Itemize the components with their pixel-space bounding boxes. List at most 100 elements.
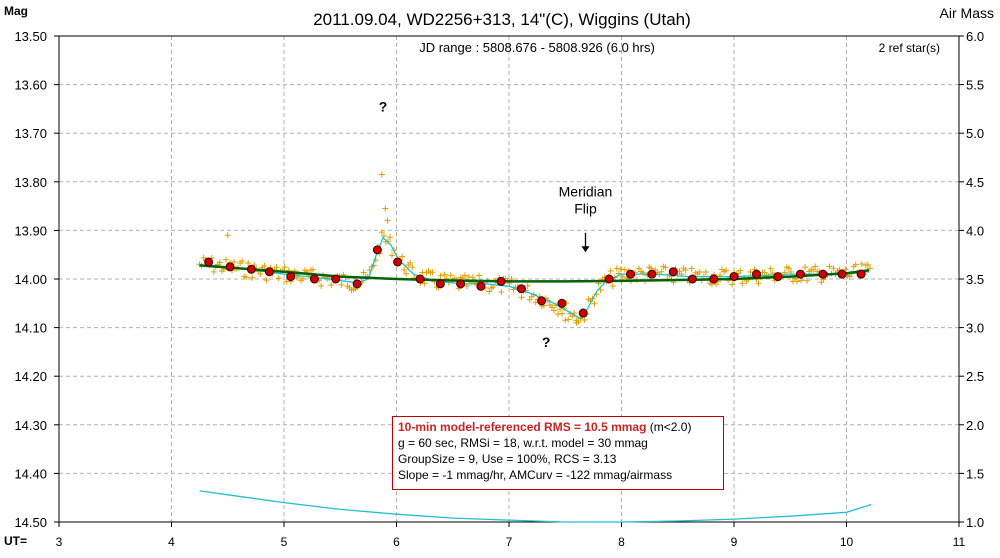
observation-point [386,234,393,241]
x-tick-label: 3 [56,535,63,549]
observation-point [864,261,871,268]
observation-point [257,271,264,278]
observation-point [275,275,282,282]
annotation-text: Meridian [559,183,613,199]
group-mean-point [687,274,697,284]
observation-point [804,277,811,284]
observation-point [263,277,270,284]
observation-point [476,272,483,279]
group-mean-point [393,257,403,267]
group-mean-point [578,308,588,318]
observation-point [273,264,280,271]
observation-point [389,252,395,259]
observation-point [682,266,689,273]
observation-point [785,265,792,272]
y2-tick-label: 6.0 [966,29,984,44]
y2-tick-label: 1.0 [966,515,984,530]
observation-point [562,317,569,324]
y2-tick-label: 3.5 [966,272,984,287]
group-mean-point [496,276,506,286]
observation-point [559,310,566,317]
observation-point [524,282,531,289]
observation-point [216,259,223,266]
observation-point [245,260,252,267]
observation-point [407,259,414,266]
y-tick-label: 14.30 [14,418,47,433]
observation-point [609,283,616,290]
x-tick-label: 9 [731,535,738,549]
y-tick-label: 13.60 [14,78,47,93]
stats-line-2: g = 60 sec, RMSi = 18, w.r.t. model = 30… [398,436,648,450]
observation-point [382,205,389,212]
observation-point [310,266,317,273]
group-mean-point [647,269,657,279]
observation-point [613,265,620,272]
meridian-flip-arrow-head [581,246,590,253]
x-tick-label: 11 [953,535,966,549]
group-mean-point [537,296,547,306]
model-line [199,264,870,283]
observation-point [224,232,231,239]
airmass-line [199,490,872,523]
ref-stars-label: 2 ref star(s) [879,41,940,55]
observation-point [498,288,505,295]
group-mean-point [837,269,847,279]
group-mean-point [752,269,761,279]
observation-point [249,274,256,281]
observation-point [548,304,555,311]
observation-point [231,258,238,265]
group-mean-point [286,272,296,282]
y2-tick-label: 1.5 [966,466,984,481]
y-tick-label: 13.90 [14,223,47,238]
x-axis-label: UT= [4,534,27,548]
y-tick-label: 14.10 [14,321,47,336]
y2-tick-label: 4.5 [966,175,984,190]
observation-point [409,264,416,271]
observation-point [607,268,614,275]
annotation-text: Flip [574,200,597,216]
observation-point [761,269,768,276]
stats-line-rms: 10-min model-referenced RMS = 10.5 mmag … [398,419,718,435]
model-curve [199,264,870,283]
observation-point [551,307,557,314]
observation-point [437,272,444,279]
airmass-curve [199,490,872,523]
observation-point [617,266,624,273]
group-mean-point [795,269,805,279]
observation-point [328,282,335,289]
observation-point [858,261,865,268]
observation-point [441,271,448,278]
observation-point [470,274,476,281]
observation-point [591,300,598,307]
observation-point [852,261,859,268]
observation-point [688,265,695,272]
observation-point [830,265,837,272]
group-mean-point [668,267,678,277]
observation-point [565,316,572,323]
group-mean-point [729,272,739,282]
observation-point [658,268,665,275]
observation-point [737,267,744,274]
group-mean-point [856,269,866,279]
observation-point [846,273,853,280]
observation-point [399,253,406,260]
group-mean-point [557,298,567,308]
group-mean-point [309,274,319,284]
group-mean-point [264,267,274,277]
group-mean-point [225,262,235,272]
group-mean-point [773,272,783,282]
y2-tick-label: 5.5 [966,78,984,93]
y-axis-label: Mag [4,4,28,18]
y-tick-label: 14.50 [14,515,47,530]
observation-point [581,317,588,324]
observation-point [403,270,410,277]
group-mean-point [331,274,341,284]
observation-point [526,296,533,303]
observation-point [421,280,428,287]
y2-tick-label: 2.5 [966,369,984,384]
x-tick-label: 10 [840,535,854,549]
x-tick-label: 7 [506,535,513,549]
stats-line-3: GroupSize = 9, Use = 100%, RCS = 3.13 [398,452,617,466]
y2-tick-label: 5.0 [966,126,984,141]
observation-point [222,256,229,263]
